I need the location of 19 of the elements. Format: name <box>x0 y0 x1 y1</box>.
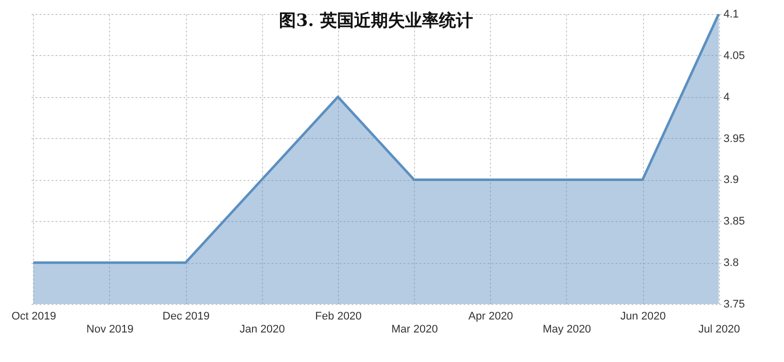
x-tick-label: May 2020 <box>542 324 592 336</box>
y-tick-label: 4.1 <box>724 8 739 20</box>
y-tick-label: 3.95 <box>724 132 745 145</box>
x-tick-label: Dec 2019 <box>162 310 210 322</box>
y-tick-label: 3.75 <box>724 298 745 310</box>
x-tick-label: Mar 2020 <box>391 324 438 336</box>
chart-title: 图3. 英国近期失业率统计 <box>279 11 473 31</box>
x-tick-label: Jun 2020 <box>620 310 666 322</box>
y-tick-label: 3.9 <box>724 174 739 186</box>
x-tick-label: Jan 2020 <box>240 324 285 336</box>
x-tick-label: Feb 2020 <box>315 310 362 322</box>
x-tick-label: Nov 2019 <box>86 324 134 336</box>
y-tick-label: 4.05 <box>724 50 745 62</box>
y-tick-label: 4 <box>724 91 730 104</box>
x-tick-label: Apr 2020 <box>468 310 514 322</box>
x-tick-label: Oct 2019 <box>11 310 56 322</box>
y-tick-label: 3.85 <box>724 216 745 228</box>
x-tick-label: Jul 2020 <box>698 324 740 336</box>
y-tick-label: 3.8 <box>724 257 739 270</box>
